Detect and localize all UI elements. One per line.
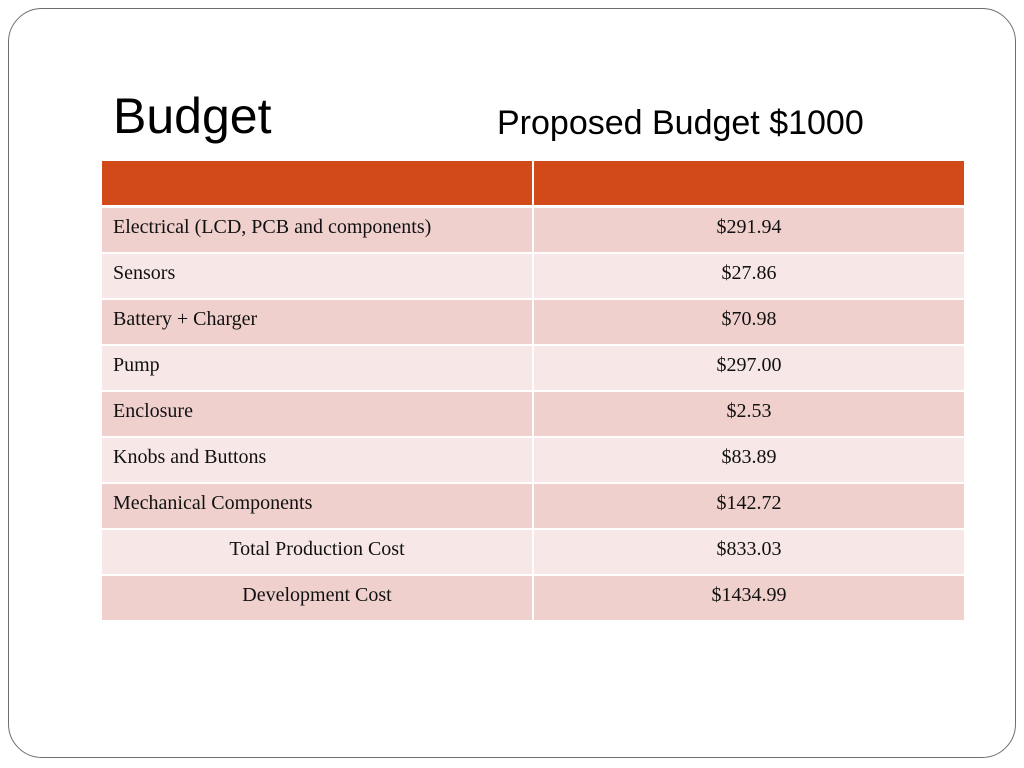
table-cell-cost: $833.03	[533, 529, 964, 576]
table-cell-cost: $297.00	[533, 345, 964, 392]
slide-subtitle: Proposed Budget $1000	[497, 104, 864, 142]
table-row: Electrical (LCD, PCB and components) $29…	[102, 206, 964, 254]
table-row: Enclosure $2.53	[102, 391, 964, 438]
table-cell-item: Pump	[102, 345, 534, 392]
table-row: Sensors $27.86	[102, 253, 964, 300]
table-cell-cost: $83.89	[533, 437, 964, 484]
table-cell-item: Enclosure	[102, 391, 534, 438]
table-cell-cost: $2.53	[533, 391, 964, 438]
table-header-cell	[102, 161, 534, 208]
table-row: Knobs and Buttons $83.89	[102, 437, 964, 484]
table-cell-item: Development Cost	[102, 575, 534, 622]
table-header-cell	[533, 161, 964, 208]
table-cell-cost: $291.94	[533, 206, 964, 254]
table-cell-item: Knobs and Buttons	[102, 437, 534, 484]
table-cell-item: Mechanical Components	[102, 483, 534, 530]
table-cell-cost: $27.86	[533, 253, 964, 300]
table-cell-item: Sensors	[102, 253, 534, 300]
slide-title: Budget	[113, 88, 272, 144]
table-row: Mechanical Components $142.72	[102, 483, 964, 530]
budget-table: Electrical (LCD, PCB and components) $29…	[102, 161, 964, 622]
table-cell-item: Electrical (LCD, PCB and components)	[102, 206, 534, 254]
table-row-development: Development Cost $1434.99	[102, 575, 964, 622]
table-cell-cost: $142.72	[533, 483, 964, 530]
table-row-total-production: Total Production Cost $833.03	[102, 529, 964, 576]
table-row: Pump $297.00	[102, 345, 964, 392]
table-cell-cost: $70.98	[533, 299, 964, 346]
table-row: Battery + Charger $70.98	[102, 299, 964, 346]
table-cell-cost: $1434.99	[533, 575, 964, 622]
table-cell-item: Battery + Charger	[102, 299, 534, 346]
table-header-row	[102, 161, 964, 208]
table-cell-item: Total Production Cost	[102, 529, 534, 576]
